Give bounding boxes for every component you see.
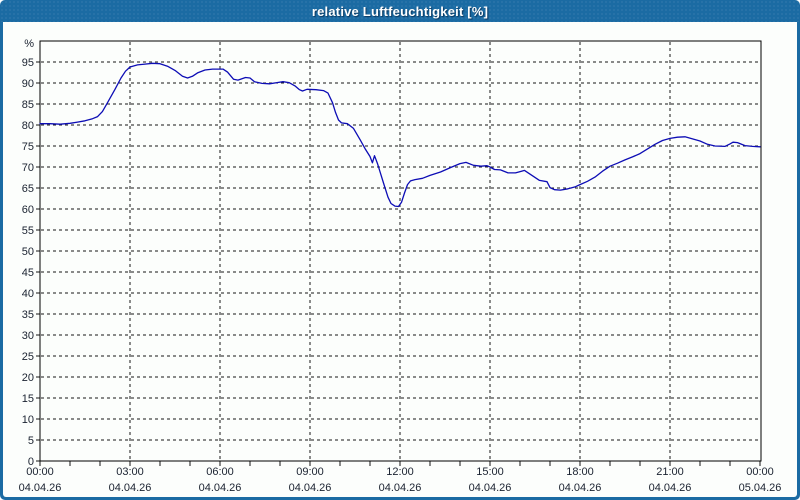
x-axis-labels: 00:00 04.04.26 03:00 04.04.26 06:00 04.04.26 0…	[19, 466, 782, 494]
x-tick-time: 12:00	[386, 466, 414, 478]
svg-text:70: 70	[22, 162, 34, 174]
svg-text:15: 15	[22, 393, 34, 405]
plot-border	[39, 40, 762, 462]
x-tick-date: 04.04.26	[559, 482, 602, 494]
svg-text:45: 45	[22, 267, 34, 279]
x-tick-date: 04.04.26	[199, 482, 242, 494]
svg-text:25: 25	[22, 351, 34, 363]
x-tick-time: 18:00	[566, 466, 594, 478]
x-tick-time: 00:00	[746, 466, 774, 478]
svg-text:5: 5	[28, 435, 34, 447]
svg-text:40: 40	[22, 288, 34, 300]
x-tick-time: 21:00	[656, 466, 684, 478]
x-tick-date: 04.04.26	[109, 482, 152, 494]
svg-text:60: 60	[22, 204, 34, 216]
x-tick-date: 04.04.26	[379, 482, 422, 494]
x-tick-date: 04.04.26	[19, 482, 62, 494]
svg-text:20: 20	[22, 372, 34, 384]
y-axis-unit-label: %	[24, 38, 34, 50]
svg-text:35: 35	[22, 309, 34, 321]
svg-text:95: 95	[22, 57, 34, 69]
window-titlebar[interactable]: relative Luftfeuchtigkeit [%]	[0, 0, 800, 22]
svg-text:90: 90	[22, 78, 34, 90]
x-tick-date: 04.04.26	[649, 482, 692, 494]
svg-text:65: 65	[22, 183, 34, 195]
svg-text:30: 30	[22, 330, 34, 342]
horizontal-gridlines	[41, 61, 760, 441]
y-axis-labels: 0 5 10 15 20 25 30 35 40 45 50 55 60 65 70 75 80 85 90 95%	[22, 38, 34, 468]
svg-text:50: 50	[22, 246, 34, 258]
svg-text:85: 85	[22, 99, 34, 111]
x-tick-time: 03:00	[116, 466, 144, 478]
humidity-series-line	[39, 62, 761, 208]
svg-text:55: 55	[22, 225, 34, 237]
svg-text:10: 10	[22, 414, 34, 426]
x-tick-date: 04.04.26	[289, 482, 332, 494]
x-tick-time: 00:00	[26, 466, 54, 478]
svg-text:0: 0	[28, 456, 34, 468]
x-tick-time: 06:00	[206, 466, 234, 478]
x-tick-time: 15:00	[476, 466, 504, 478]
axis-ticks	[36, 61, 761, 466]
x-tick-time: 09:00	[296, 466, 324, 478]
svg-text:80: 80	[22, 120, 34, 132]
window-title: relative Luftfeuchtigkeit [%]	[311, 3, 489, 19]
vertical-gridlines	[129, 42, 671, 460]
svg-text:75: 75	[22, 141, 34, 153]
x-tick-date: 04.04.26	[469, 482, 512, 494]
x-tick-date: 05.04.26	[739, 482, 782, 494]
